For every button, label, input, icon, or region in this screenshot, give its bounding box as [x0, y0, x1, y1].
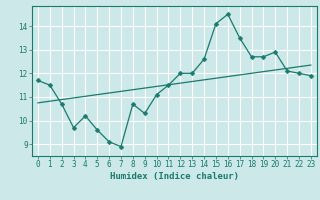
X-axis label: Humidex (Indice chaleur): Humidex (Indice chaleur): [110, 172, 239, 181]
